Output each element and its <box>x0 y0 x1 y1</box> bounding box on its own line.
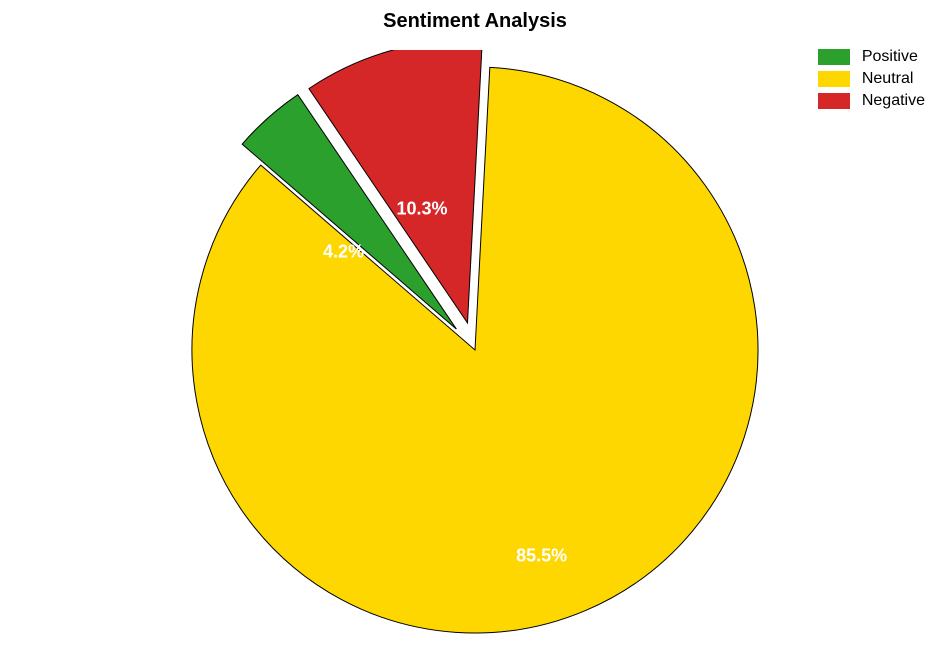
slice-label-positive: 4.2% <box>323 242 364 263</box>
legend: Positive Neutral Negative <box>818 48 925 114</box>
legend-item-negative: Negative <box>818 92 925 110</box>
slice-label-negative: 10.3% <box>396 199 447 220</box>
legend-item-positive: Positive <box>818 48 925 66</box>
legend-item-neutral: Neutral <box>818 70 925 88</box>
legend-label: Positive <box>862 48 918 66</box>
chart-title: Sentiment Analysis <box>0 10 950 33</box>
legend-swatch <box>818 49 850 65</box>
pie-chart: 85.5% 4.2% 10.3% <box>0 50 950 650</box>
legend-swatch <box>818 71 850 87</box>
legend-label: Negative <box>862 92 925 110</box>
legend-label: Neutral <box>862 70 914 88</box>
legend-swatch <box>818 93 850 109</box>
slice-label-neutral: 85.5% <box>516 546 567 567</box>
